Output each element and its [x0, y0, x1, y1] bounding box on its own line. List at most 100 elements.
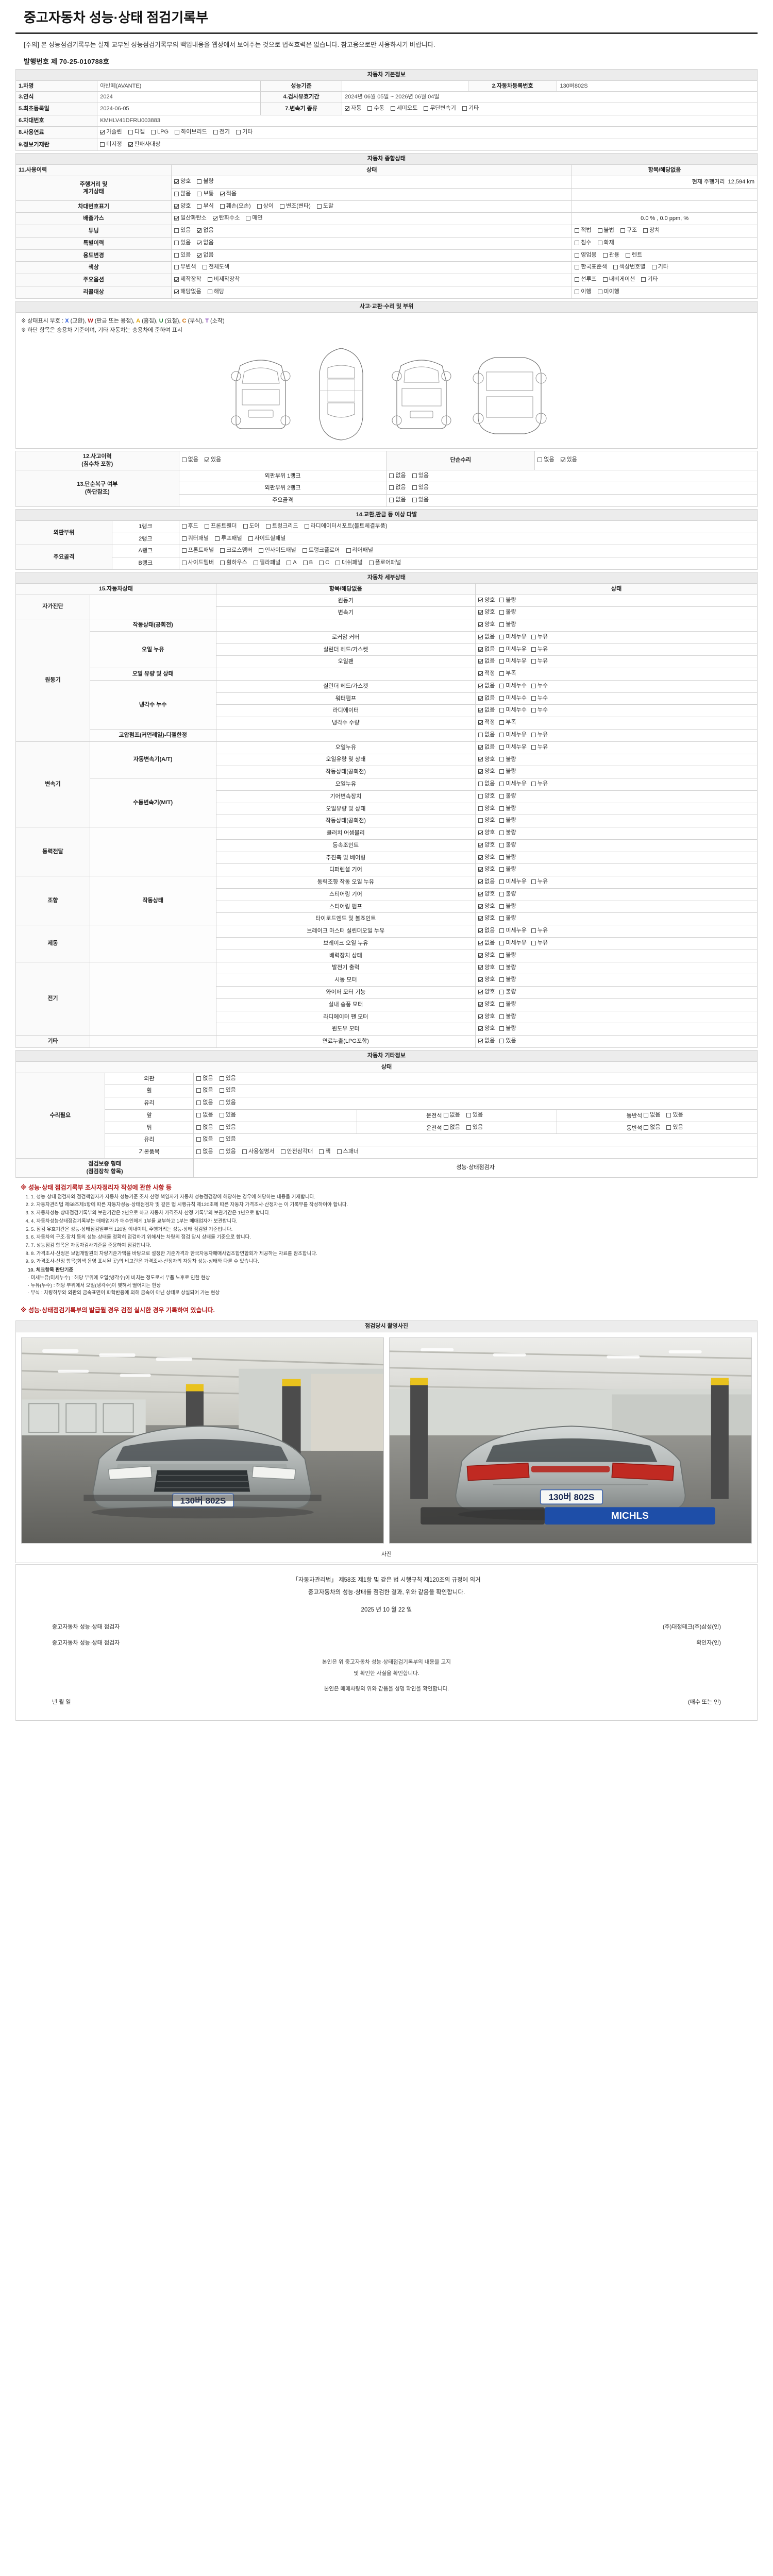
checkbox-odo-bad[interactable]: 불량	[197, 178, 214, 185]
cond-cb-5-2-1[interactable]: 불량	[499, 952, 516, 959]
cond-cb-1-8-0[interactable]: 적정	[478, 719, 495, 726]
checkbox-emission-hc[interactable]: 탄화수소	[212, 214, 240, 222]
checkbox-tire-front-none[interactable]: 없음	[196, 1111, 213, 1119]
cond-cb-2-0-0[interactable]: 없음	[478, 743, 495, 751]
cond-cb-6-0-0[interactable]: 양호	[478, 964, 495, 972]
cond-cb-1-7-1[interactable]: 미세누수	[499, 706, 527, 714]
cond-cb-5-2-0[interactable]: 양호	[478, 952, 495, 959]
cond-cb-4-3-0[interactable]: 양호	[478, 914, 495, 922]
checkbox-basic-none[interactable]: 없음	[196, 1148, 213, 1156]
cond-cb-7-0-1[interactable]: 있음	[499, 1037, 516, 1045]
cond-cb-3-3-0[interactable]: 양호	[478, 866, 495, 873]
checkbox-pillar-a[interactable]: A	[287, 559, 297, 567]
checkbox-inside-panel[interactable]: 인사이드패널	[258, 547, 296, 554]
cond-cb-3-2-1[interactable]: 불량	[499, 854, 516, 861]
checkbox-trans-manual[interactable]: 수동	[367, 105, 384, 112]
checkbox-rank1-none[interactable]: 없음	[389, 472, 406, 480]
checkbox-glass2-none[interactable]: 없음	[196, 1136, 213, 1143]
checkbox-ext-yes[interactable]: 있음	[219, 1075, 236, 1082]
checkbox-side-member[interactable]: 사이드멤버	[181, 559, 214, 567]
checkbox-vin-different[interactable]: 상이	[257, 202, 274, 210]
cond-cb-1-7-0[interactable]: 없음	[478, 706, 495, 714]
checkbox-tuning-yes[interactable]: 있음	[174, 227, 191, 234]
checkbox-fuel-gasoline[interactable]: 가솔린	[100, 128, 122, 136]
cond-cb-1-6-0[interactable]: 없음	[478, 694, 495, 702]
cond-cb-1-7-2[interactable]: 누수	[531, 706, 548, 714]
checkbox-special-yes[interactable]: 있음	[174, 239, 191, 247]
cond-cb-5-0-0[interactable]: 없음	[478, 927, 495, 935]
cond-cb-3-2-0[interactable]: 양호	[478, 854, 495, 861]
checkbox-basic-yes[interactable]: 있음	[219, 1148, 236, 1156]
cond-cb-4-0-0[interactable]: 없음	[478, 878, 495, 886]
cond-cb-7-0-0[interactable]: 없음	[478, 1037, 495, 1045]
cond-cb-0-1-0[interactable]: 양호	[478, 608, 495, 616]
cond-cb-2-4-1[interactable]: 불량	[499, 792, 516, 800]
checkbox-fuel-hybrid[interactable]: 하이브리드	[175, 128, 207, 136]
checkbox-wheel-yes[interactable]: 있음	[219, 1087, 236, 1094]
cond-cb-2-5-1[interactable]: 불량	[499, 805, 516, 812]
checkbox-pillar-c[interactable]: C	[319, 559, 329, 567]
checkbox-fuel-lpg[interactable]: LPG	[151, 128, 169, 136]
cond-cb-6-4-1[interactable]: 불량	[499, 1013, 516, 1021]
checkbox-odo-few[interactable]: 적음	[220, 190, 237, 198]
checkbox-roof-panel[interactable]: 루프패널	[215, 535, 242, 543]
checkbox-use-rental[interactable]: 렌트	[625, 251, 642, 259]
cond-cb-1-5-1[interactable]: 미세누수	[499, 682, 527, 690]
checkbox-ext-none[interactable]: 없음	[196, 1075, 213, 1082]
cond-cb-5-1-0[interactable]: 없음	[478, 939, 495, 947]
cond-cb-6-5-0[interactable]: 양호	[478, 1025, 495, 1032]
cond-cb-1-9-2[interactable]: 누유	[531, 731, 548, 739]
checkbox-hood[interactable]: 후드	[181, 522, 198, 530]
checkbox-emission-smoke[interactable]: 매연	[246, 214, 263, 222]
cond-cb-2-3-1[interactable]: 미세누유	[499, 780, 527, 788]
cond-cb-1-1-0[interactable]: 없음	[478, 633, 495, 641]
cond-cb-0-0-1[interactable]: 불량	[499, 597, 516, 604]
checkbox-front-fender[interactable]: 프론트휀더	[204, 522, 237, 530]
cond-cb-3-1-1[interactable]: 불량	[499, 841, 516, 849]
checkbox-trans-etc[interactable]: 기타	[462, 105, 479, 112]
checkbox-use-official[interactable]: 관용	[602, 251, 619, 259]
cond-cb-2-3-0[interactable]: 없음	[478, 780, 495, 788]
checkbox-odo-normal[interactable]: 보통	[197, 190, 214, 198]
checkbox-accident-yes[interactable]: 있음	[204, 456, 221, 464]
checkbox-special-flood[interactable]: 침수	[575, 239, 591, 247]
cond-cb-1-1-2[interactable]: 누유	[531, 633, 548, 641]
checkbox-color-number[interactable]: 색상번호별	[613, 263, 646, 271]
cond-cb-4-3-1[interactable]: 불량	[499, 914, 516, 922]
cond-cb-6-5-1[interactable]: 불량	[499, 1025, 516, 1032]
checkbox-tfp-yes[interactable]: 있음	[666, 1111, 683, 1119]
checkbox-tuning-illegal[interactable]: 불법	[597, 227, 614, 234]
cond-cb-3-0-0[interactable]: 양호	[478, 829, 495, 837]
checkbox-tire-front-yes[interactable]: 있음	[219, 1111, 236, 1119]
checkbox-rank2-none[interactable]: 없음	[389, 484, 406, 492]
checkbox-tuning-legal[interactable]: 적법	[575, 227, 591, 234]
cond-cb-1-6-2[interactable]: 누수	[531, 694, 548, 702]
cond-cb-1-0-0[interactable]: 양호	[478, 621, 495, 629]
checkbox-basic-jack[interactable]: 잭	[319, 1148, 330, 1156]
cond-cb-1-2-0[interactable]: 없음	[478, 646, 495, 653]
checkbox-floor-panel[interactable]: 플로어패널	[368, 559, 401, 567]
checkbox-tuning-no[interactable]: 없음	[197, 227, 214, 234]
checkbox-tuning-device[interactable]: 장치	[643, 227, 660, 234]
checkbox-vin-erased[interactable]: 도말	[316, 202, 333, 210]
cond-cb-3-1-0[interactable]: 양호	[478, 841, 495, 849]
cond-cb-1-2-1[interactable]: 미세누유	[499, 646, 527, 653]
checkbox-fuel-diesel[interactable]: 디젤	[128, 128, 145, 136]
cond-cb-1-9-0[interactable]: 없음	[478, 731, 495, 739]
cond-cb-6-1-0[interactable]: 양호	[478, 976, 495, 984]
checkbox-trunk-floor[interactable]: 트렁크플로어	[302, 547, 340, 554]
checkbox-rear-panel[interactable]: 리어패널	[346, 547, 373, 554]
checkbox-color-full[interactable]: 전체도색	[202, 263, 229, 271]
checkbox-trans-semi[interactable]: 세미오토	[390, 105, 417, 112]
checkbox-door[interactable]: 도어	[243, 522, 260, 530]
cond-cb-6-4-0[interactable]: 양호	[478, 1013, 495, 1021]
checkbox-fuel-electric[interactable]: 전기	[213, 128, 230, 136]
checkbox-special-fire[interactable]: 화재	[597, 239, 614, 247]
checkbox-basic-spanner[interactable]: 스패너	[337, 1148, 359, 1156]
cond-cb-6-3-1[interactable]: 불량	[499, 1001, 516, 1008]
checkbox-frame-none[interactable]: 없음	[389, 496, 406, 504]
cond-cb-5-0-1[interactable]: 미세누유	[499, 927, 527, 935]
checkbox-tire-rear-yes[interactable]: 있음	[219, 1124, 236, 1131]
checkbox-wheel-none[interactable]: 없음	[196, 1087, 213, 1094]
cond-cb-2-2-0[interactable]: 양호	[478, 768, 495, 775]
